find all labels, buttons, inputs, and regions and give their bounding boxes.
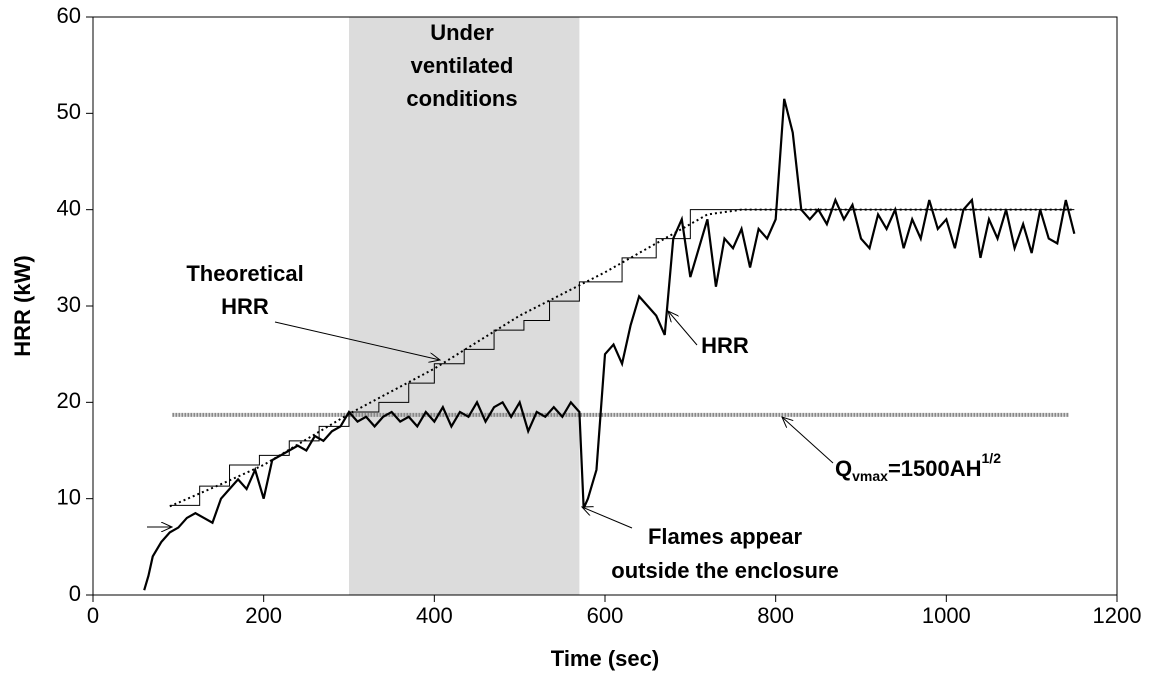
y-tick-label: 30: [57, 292, 81, 317]
y-tick-label: 50: [57, 99, 81, 124]
annotation: Qvmax=1500AH1/2: [835, 450, 1001, 484]
annotation: Flames appear: [648, 524, 803, 549]
annotation: HRR: [701, 333, 749, 358]
annotation: Under: [430, 20, 494, 45]
y-tick-label: 60: [57, 3, 81, 28]
series-line: [143, 98, 1076, 591]
annotation: Theoretical: [186, 261, 303, 286]
x-tick-label: 800: [757, 603, 794, 628]
x-tick-label: 400: [416, 603, 453, 628]
annotation: HRR: [221, 294, 269, 319]
x-tick-label: 1200: [1093, 603, 1142, 628]
annotation-part: 1/2: [982, 450, 1002, 466]
annotation: ventilated: [411, 53, 514, 78]
annotation-part: =1500AH: [888, 456, 982, 481]
annotation: conditions: [406, 86, 517, 111]
series-line: [169, 209, 1075, 506]
shaded-region: [349, 17, 580, 595]
y-tick-label: 40: [57, 195, 81, 220]
annotation-arrow: [668, 311, 698, 346]
y-axis-title: HRR (kW): [10, 255, 35, 356]
y-tick-label: 0: [69, 581, 81, 606]
y-tick-label: 10: [57, 484, 81, 509]
annotation-part: Q: [835, 456, 852, 481]
y-tick-label: 20: [57, 388, 81, 413]
x-tick-label: 1000: [922, 603, 971, 628]
plot-frame: [92, 16, 1118, 596]
x-axis-title: Time (sec): [551, 646, 659, 671]
x-tick-label: 200: [245, 603, 282, 628]
x-tick-label: 600: [587, 603, 624, 628]
annotation-arrow: [274, 321, 440, 360]
annotation-part: vmax: [852, 468, 888, 484]
annotation: outside the enclosure: [611, 558, 838, 583]
annotation-arrow: [582, 507, 633, 529]
x-tick-label: 0: [87, 603, 99, 628]
series-line: [169, 208, 1075, 508]
annotation-arrow: [782, 417, 834, 464]
